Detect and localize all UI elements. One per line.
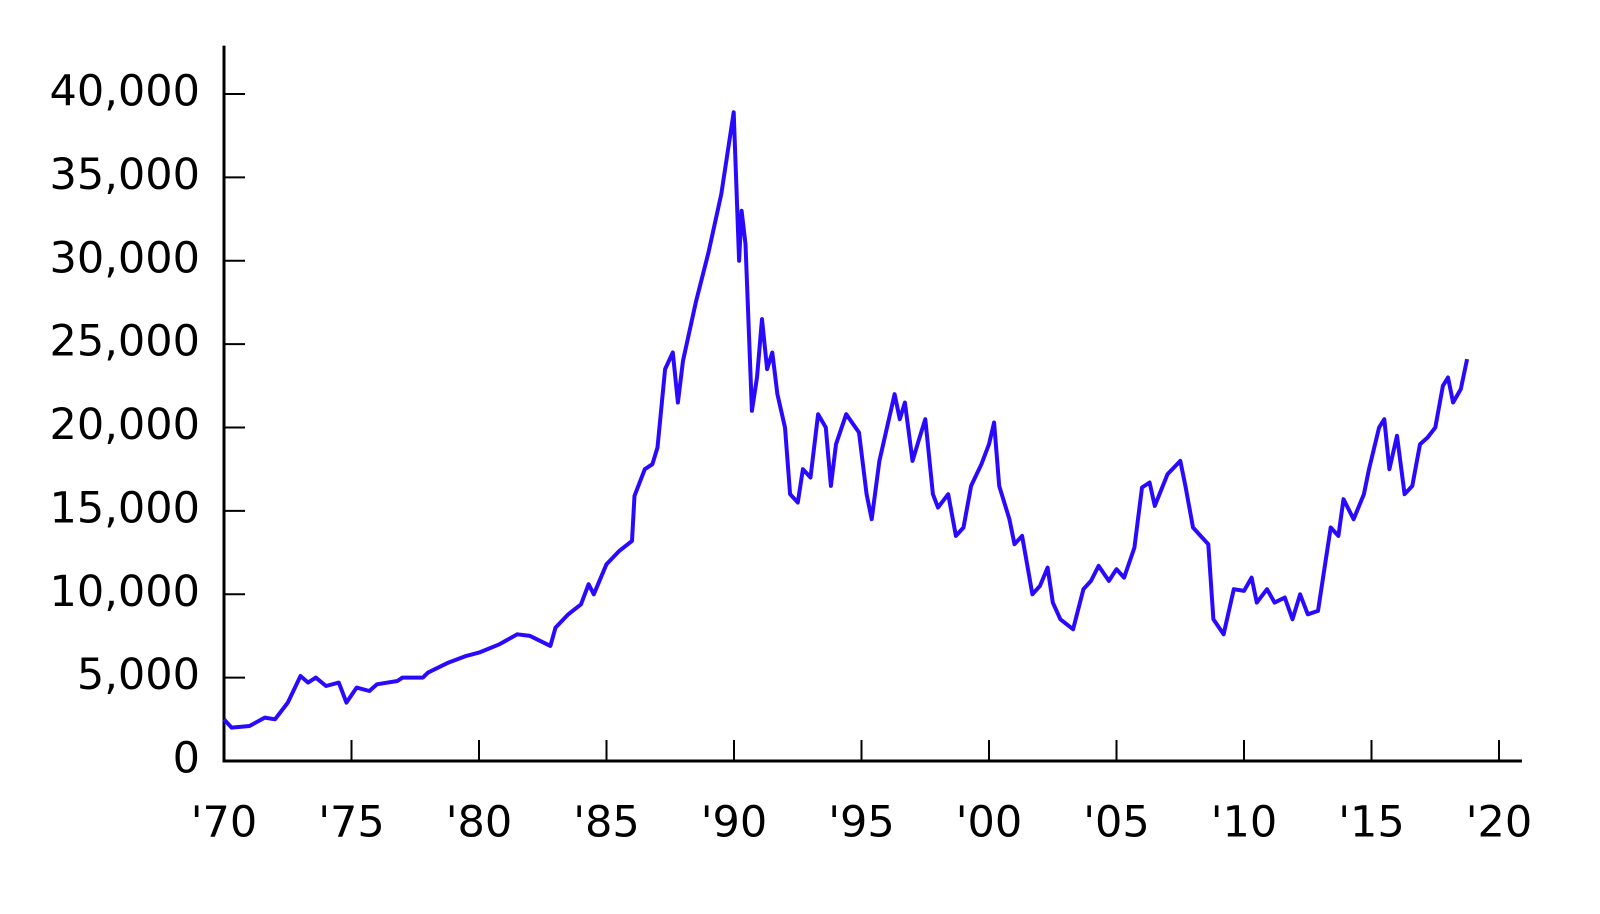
x-tick-label: '70 — [191, 798, 258, 848]
x-tick-label: '85 — [573, 798, 640, 848]
y-tick-label: 30,000 — [50, 233, 200, 283]
x-tick-label: '75 — [318, 798, 385, 848]
y-tick-label: 15,000 — [50, 483, 200, 533]
x-tick-label: '95 — [828, 798, 895, 848]
y-tick-label: 5,000 — [77, 650, 200, 700]
y-tick-label: 25,000 — [50, 317, 200, 367]
price-line — [222, 110, 1470, 730]
x-tick-label: '80 — [446, 798, 513, 848]
x-tick-label: '90 — [701, 798, 768, 848]
x-tick-label: '05 — [1083, 798, 1150, 848]
y-tick-label: 35,000 — [50, 150, 200, 200]
y-tick-label: 10,000 — [50, 567, 200, 617]
x-tick-label: '15 — [1338, 798, 1405, 848]
x-tick-label: '00 — [956, 798, 1023, 848]
x-tick-label: '20 — [1466, 798, 1533, 848]
x-tick-label: '10 — [1211, 798, 1278, 848]
y-tick-label: 40,000 — [50, 67, 200, 117]
y-tick-label: 0 — [173, 734, 200, 784]
y-tick-label: 20,000 — [50, 400, 200, 450]
